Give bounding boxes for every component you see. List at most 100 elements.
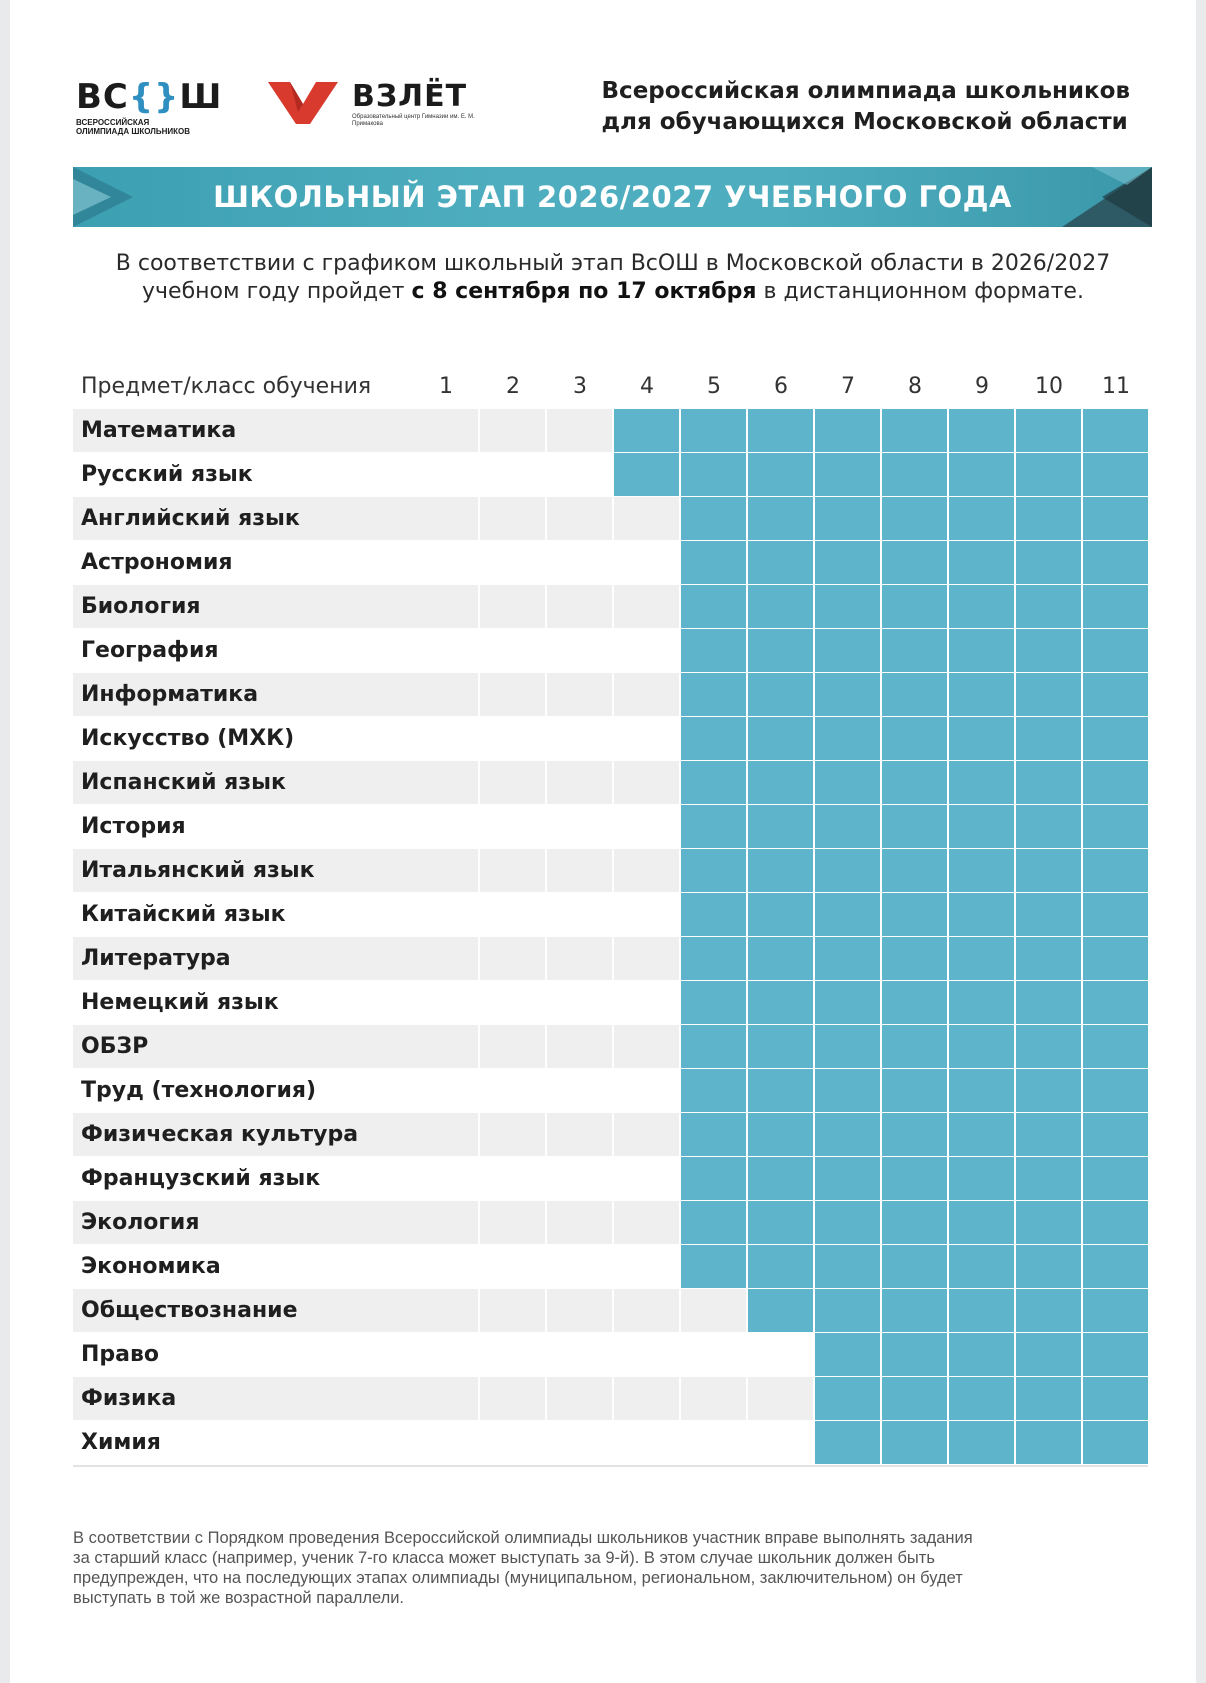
subject-name: Физическая культура bbox=[73, 1113, 413, 1156]
grade-cell-participating bbox=[815, 1333, 880, 1376]
grade-cell-empty bbox=[413, 761, 478, 804]
table-row: Информатика bbox=[73, 673, 1148, 717]
banner-left-triangles bbox=[73, 167, 133, 227]
grade-cell-participating bbox=[1016, 805, 1081, 848]
grade-header-6: 6 bbox=[774, 374, 788, 399]
grade-cell-empty bbox=[413, 1377, 478, 1420]
grade-cell-empty bbox=[413, 1289, 478, 1332]
grade-cell-empty bbox=[547, 541, 612, 584]
grade-cell-participating bbox=[748, 453, 813, 496]
grade-cell-empty bbox=[614, 541, 679, 584]
grade-cell-participating bbox=[949, 717, 1014, 760]
grade-cell-participating bbox=[949, 409, 1014, 452]
grade-cell-participating bbox=[1016, 673, 1081, 716]
grade-cell-participating bbox=[1016, 1113, 1081, 1156]
grade-cell-participating bbox=[1083, 1025, 1148, 1068]
grade-cell-participating bbox=[1016, 717, 1081, 760]
grade-cell-empty bbox=[681, 1289, 746, 1332]
grade-cell-participating bbox=[681, 453, 746, 496]
org-title-line1: Всероссийская олимпиада школьников bbox=[601, 78, 1130, 104]
grade-cell-participating bbox=[949, 1377, 1014, 1420]
table-row: Право bbox=[73, 1333, 1148, 1377]
grade-cell-empty bbox=[547, 937, 612, 980]
page: ВС{}Ш ВСЕРОССИЙСКАЯ ОЛИМПИАДА ШКОЛЬНИКОВ… bbox=[10, 0, 1196, 1683]
grade-cell-participating bbox=[882, 761, 947, 804]
grade-cell-empty bbox=[480, 453, 545, 496]
grade-cell-participating bbox=[681, 541, 746, 584]
grade-cell-participating bbox=[681, 585, 746, 628]
grade-cell-participating bbox=[949, 1069, 1014, 1112]
table-row: Математика bbox=[73, 409, 1148, 453]
grade-cell-participating bbox=[748, 1157, 813, 1200]
grade-cell-participating bbox=[748, 937, 813, 980]
schedule-table: Предмет/класс обучения 1 2 3 4 5 6 7 8 9 10 11 Мат… bbox=[73, 365, 1148, 1467]
grade-cell-participating bbox=[815, 717, 880, 760]
grade-cell-participating bbox=[1083, 629, 1148, 672]
grade-cell-participating bbox=[882, 717, 947, 760]
grade-cell-empty bbox=[614, 1333, 679, 1376]
grade-cell-participating bbox=[815, 497, 880, 540]
grade-cell-participating bbox=[1083, 409, 1148, 452]
footnote-line4: выступать в той же возрастной параллели. bbox=[73, 1589, 405, 1607]
grade-cell-participating bbox=[815, 541, 880, 584]
grade-cell-participating bbox=[748, 629, 813, 672]
intro-line2: учебном году пройдет с 8 сентября по 17 … bbox=[142, 279, 1084, 304]
stage-banner: ШКОЛЬНЫЙ ЭТАП 2026/2027 УЧЕБНОГО ГОДА bbox=[73, 167, 1152, 227]
grade-cell-empty bbox=[614, 629, 679, 672]
grade-cell-participating bbox=[681, 849, 746, 892]
grade-header-3: 3 bbox=[573, 374, 587, 399]
grade-cell-empty bbox=[614, 1289, 679, 1332]
grade-cell-empty bbox=[480, 541, 545, 584]
grade-cell-participating bbox=[748, 1025, 813, 1068]
grade-cell-participating bbox=[1083, 1377, 1148, 1420]
grade-cell-empty bbox=[614, 673, 679, 716]
grade-cell-participating bbox=[882, 629, 947, 672]
grade-cell-empty bbox=[413, 1113, 478, 1156]
grade-cell-empty bbox=[748, 1333, 813, 1376]
intro-line1: В соответствии с графиком школьный этап … bbox=[115, 251, 1111, 276]
subject-name: Обществознание bbox=[73, 1289, 413, 1332]
grade-cell-participating bbox=[815, 1025, 880, 1068]
subject-name: Французский язык bbox=[81, 1166, 321, 1191]
grade-cell-empty bbox=[413, 1025, 478, 1068]
table-row: География bbox=[73, 629, 1148, 673]
table-row: Китайский язык bbox=[73, 893, 1148, 937]
grade-cell-participating bbox=[1016, 409, 1081, 452]
subject-name: Итальянский язык bbox=[73, 849, 413, 892]
grade-cell-empty bbox=[413, 1069, 478, 1112]
grade-cell-empty bbox=[413, 1333, 478, 1376]
grade-cell-participating bbox=[681, 629, 746, 672]
table-row: Английский язык bbox=[73, 497, 1148, 541]
subject-name: География bbox=[81, 638, 219, 663]
grade-cell-participating bbox=[1083, 541, 1148, 584]
grade-cell-empty bbox=[547, 1289, 612, 1332]
table-row: Экология bbox=[73, 1201, 1148, 1245]
grade-cell-participating bbox=[815, 1157, 880, 1200]
grade-cell-empty bbox=[614, 1113, 679, 1156]
grade-cell-participating bbox=[1016, 937, 1081, 980]
grade-cell-participating bbox=[815, 585, 880, 628]
grade-cell-participating bbox=[681, 1025, 746, 1068]
grade-cell-participating bbox=[748, 409, 813, 452]
grade-cell-empty bbox=[681, 1333, 746, 1376]
table-row: Русский язык bbox=[73, 453, 1148, 497]
grade-cell-empty bbox=[614, 937, 679, 980]
grade-cell-empty bbox=[614, 1245, 679, 1288]
subject-name: Испанский язык bbox=[73, 761, 413, 804]
grade-cell-empty bbox=[547, 673, 612, 716]
grade-cell-participating bbox=[882, 585, 947, 628]
grade-cell-participating bbox=[1083, 981, 1148, 1024]
grade-cell-participating bbox=[882, 1333, 947, 1376]
grade-cell-participating bbox=[882, 1201, 947, 1244]
subject-name: Экология bbox=[73, 1201, 413, 1244]
grade-cell-empty bbox=[614, 1377, 679, 1420]
grade-cell-empty bbox=[413, 409, 478, 452]
grade-cell-empty bbox=[614, 761, 679, 804]
grade-cell-participating bbox=[815, 1113, 880, 1156]
grade-cell-participating bbox=[681, 1201, 746, 1244]
intro-text: В соответствии с графиком школьный этап … bbox=[90, 250, 1136, 306]
grade-cell-participating bbox=[1083, 1069, 1148, 1112]
grade-cell-participating bbox=[1083, 1245, 1148, 1288]
grade-cell-empty bbox=[547, 717, 612, 760]
grade-cell-participating bbox=[681, 1157, 746, 1200]
